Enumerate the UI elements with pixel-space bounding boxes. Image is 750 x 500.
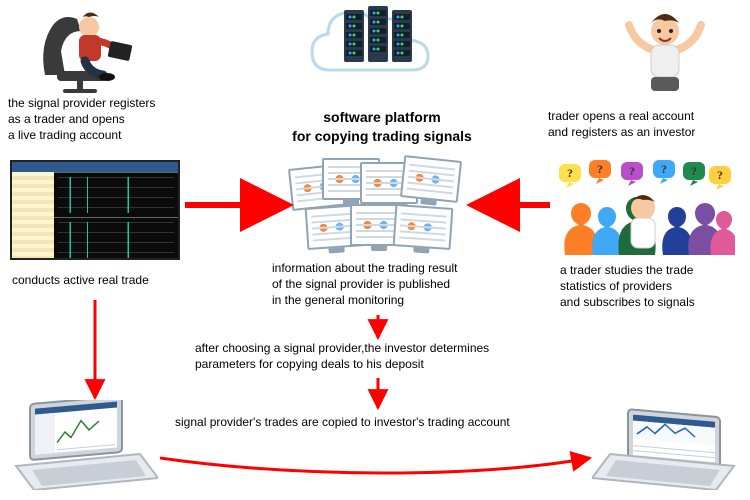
laptop-left-illustration <box>8 400 158 490</box>
params-caption: after choosing a signal provider,the inv… <box>195 340 489 372</box>
dashboards-illustration <box>290 158 470 248</box>
provider-person-illustration <box>35 5 145 95</box>
crowd-illustration: ? ? ? ? ? ? <box>555 160 735 255</box>
trading-terminal-illustration <box>10 160 180 260</box>
cloud-servers-illustration <box>310 0 450 100</box>
svg-text:?: ? <box>717 168 723 182</box>
provider-registers-caption: the signal provider registers as a trade… <box>8 95 155 144</box>
monitoring-caption: information about the trading result of … <box>272 260 457 309</box>
platform-heading: software platform for copying trading si… <box>277 108 487 146</box>
svg-text:?: ? <box>597 162 603 176</box>
investor-person-illustration <box>615 5 715 95</box>
svg-text:?: ? <box>691 164 697 178</box>
svg-text:?: ? <box>661 162 667 176</box>
conducts-trade-caption: conducts active real trade <box>12 272 149 288</box>
laptop-right-illustration <box>592 400 742 490</box>
svg-text:?: ? <box>567 166 573 180</box>
svg-text:?: ? <box>629 164 635 178</box>
investor-opens-caption: trader opens a real account and register… <box>548 108 695 140</box>
copied-caption: signal provider's trades are copied to i… <box>175 414 510 430</box>
studies-caption: a trader studies the trade statistics of… <box>560 262 695 311</box>
